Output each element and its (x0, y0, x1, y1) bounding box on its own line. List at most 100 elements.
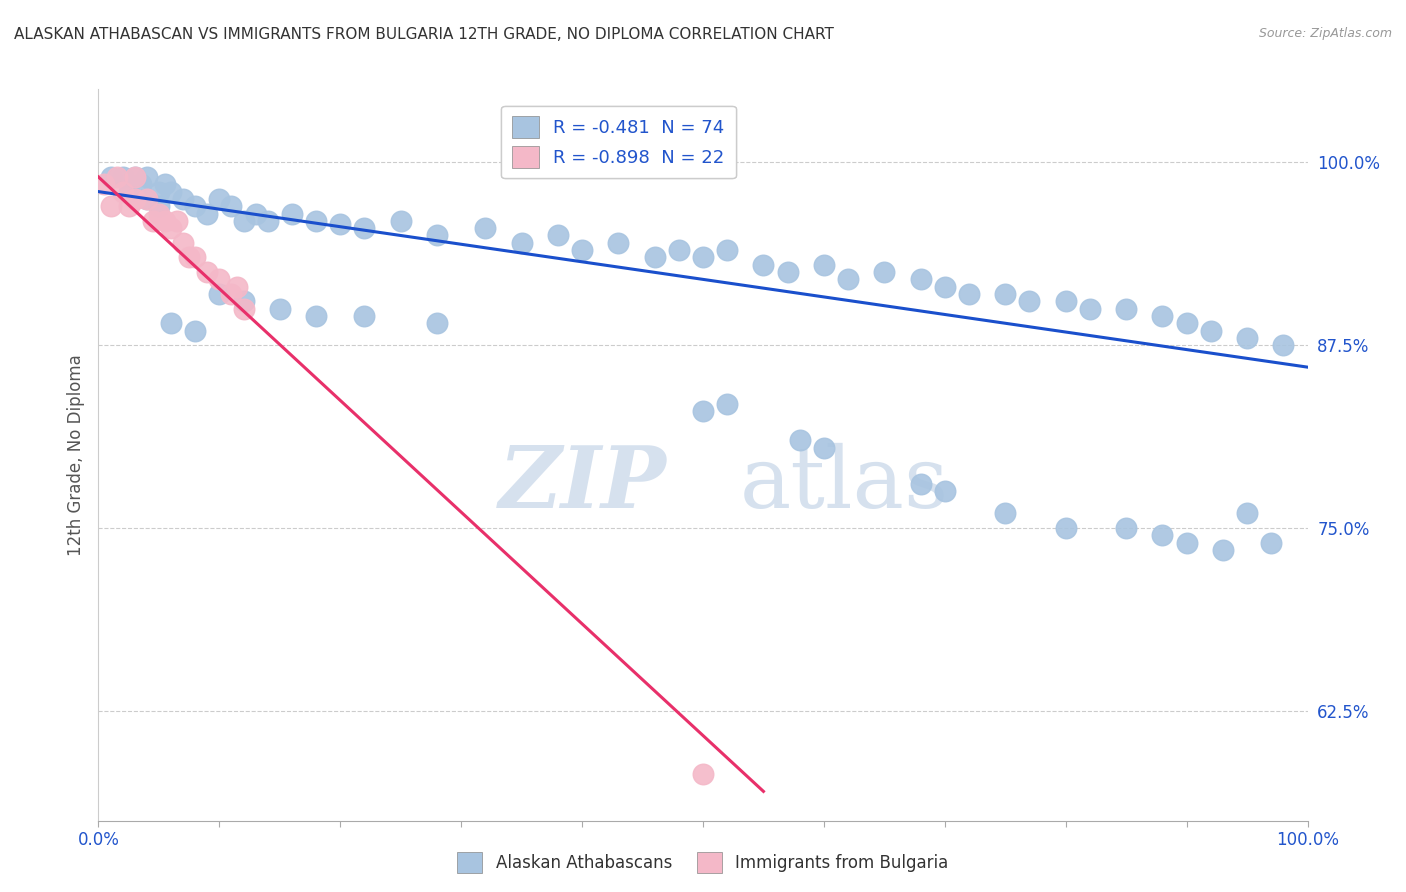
Point (813, 441, 835, 455)
Point (837, 272, 859, 286)
Point (172, 192, 194, 206)
Point (644, 251, 666, 265)
Point (184, 251, 207, 265)
Point (934, 484, 956, 499)
Point (1115, 301, 1137, 316)
Point (305, 214, 328, 228)
Point (245, 206, 267, 220)
Point (179, 251, 201, 265)
Point (607, 235, 630, 250)
Point (153, 178, 176, 192)
Point (994, 507, 1017, 521)
Point (353, 309, 375, 323)
Point (111, 169, 134, 184)
Point (226, 279, 249, 293)
Point (1272, 338, 1295, 352)
Point (184, 199, 207, 213)
Point (716, 243, 738, 257)
Point (1054, 521, 1077, 535)
Point (135, 192, 157, 206)
Point (256, 214, 278, 228)
Point (692, 251, 714, 265)
Point (281, 206, 304, 220)
Point (776, 265, 799, 279)
Point (813, 258, 835, 272)
Point (1260, 535, 1282, 549)
Point (148, 206, 170, 220)
Text: ALASKAN ATHABASCAN VS IMMIGRANTS FROM BULGARIA 12TH GRADE, NO DIPLOMA CORRELATIO: ALASKAN ATHABASCAN VS IMMIGRANTS FROM BU… (14, 27, 834, 42)
Text: atlas: atlas (740, 442, 949, 525)
Point (1175, 316, 1198, 330)
Point (789, 434, 811, 448)
Point (160, 185, 183, 199)
Point (184, 324, 207, 338)
Point (269, 301, 291, 316)
Point (105, 169, 128, 184)
Point (668, 243, 690, 257)
Point (100, 199, 122, 213)
Y-axis label: 12th Grade, No Diploma: 12th Grade, No Diploma (66, 354, 84, 556)
Point (1115, 521, 1137, 535)
Point (232, 301, 254, 316)
Point (752, 258, 775, 272)
Point (148, 185, 170, 199)
Point (160, 316, 183, 330)
Point (124, 169, 146, 184)
Point (873, 265, 896, 279)
Point (129, 178, 152, 192)
Point (547, 228, 569, 243)
Point (208, 192, 231, 206)
Point (195, 206, 218, 220)
Legend: R = -0.481  N = 74, R = -0.898  N = 22: R = -0.481 N = 74, R = -0.898 N = 22 (501, 105, 735, 178)
Point (160, 221, 183, 235)
Point (111, 185, 134, 199)
Point (124, 169, 146, 184)
Point (232, 214, 254, 228)
Text: Source: ZipAtlas.com: Source: ZipAtlas.com (1258, 27, 1392, 40)
Point (1152, 528, 1174, 542)
Point (172, 235, 194, 250)
Point (1175, 535, 1198, 549)
Point (1152, 309, 1174, 323)
Point (994, 287, 1017, 301)
Point (910, 477, 932, 491)
Point (195, 265, 218, 279)
Point (910, 272, 932, 286)
Point (389, 214, 412, 228)
Point (208, 272, 231, 286)
Text: ZIP: ZIP (499, 442, 666, 526)
Point (118, 199, 141, 213)
Point (716, 397, 738, 411)
Point (1018, 294, 1040, 309)
Legend: Alaskan Athabascans, Immigrants from Bulgaria: Alaskan Athabascans, Immigrants from Bul… (451, 846, 955, 880)
Point (934, 279, 956, 293)
Point (208, 287, 231, 301)
Point (329, 217, 352, 231)
Point (474, 221, 496, 235)
Point (118, 185, 141, 199)
Point (124, 192, 146, 206)
Point (305, 309, 328, 323)
Point (1078, 301, 1101, 316)
Point (221, 287, 243, 301)
Point (166, 214, 188, 228)
Point (100, 169, 122, 184)
Point (426, 228, 449, 243)
Point (692, 404, 714, 418)
Point (1199, 324, 1222, 338)
Point (692, 767, 714, 781)
Point (153, 214, 176, 228)
Point (957, 287, 980, 301)
Point (571, 243, 593, 257)
Point (142, 214, 165, 228)
Point (232, 294, 254, 309)
Point (353, 221, 375, 235)
Point (93, 178, 115, 192)
Point (135, 169, 157, 184)
Point (148, 199, 170, 213)
Point (1236, 507, 1258, 521)
Point (135, 192, 157, 206)
Point (1054, 294, 1077, 309)
Point (1236, 331, 1258, 345)
Point (221, 199, 243, 213)
